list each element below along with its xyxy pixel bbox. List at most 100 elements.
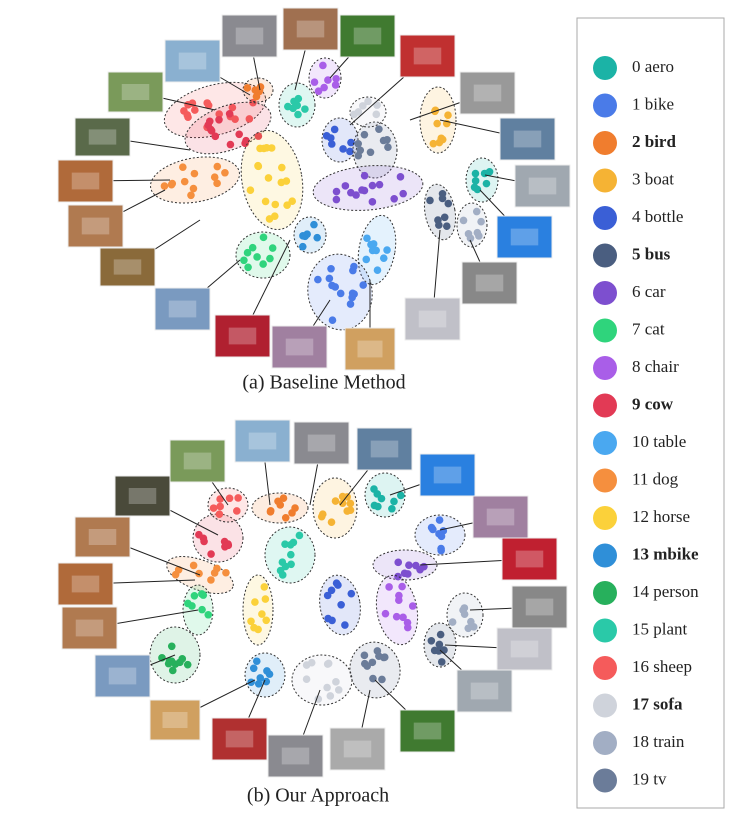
- thumbnail: [356, 427, 413, 471]
- point: [438, 189, 447, 198]
- point: [325, 274, 334, 283]
- point: [364, 97, 372, 106]
- thumbnail-detail: [296, 20, 325, 38]
- point: [327, 586, 336, 595]
- legend-label: 16 sheep: [632, 657, 692, 676]
- point: [167, 657, 176, 665]
- point: [347, 138, 355, 147]
- thumbnail-detail: [528, 177, 557, 195]
- point: [437, 658, 446, 666]
- point: [295, 531, 304, 540]
- point: [168, 179, 177, 188]
- point: [326, 134, 335, 142]
- legend-label: 10 table: [632, 432, 686, 451]
- legend-swatch: [593, 731, 617, 755]
- point: [274, 497, 282, 506]
- thumbnail: [267, 734, 324, 778]
- point: [313, 233, 322, 242]
- cluster-region: [312, 477, 358, 539]
- point: [314, 87, 323, 95]
- point: [435, 640, 444, 649]
- point: [252, 657, 261, 666]
- caption: (a) Baseline Method: [242, 372, 405, 394]
- thumbnail-detail: [178, 52, 207, 70]
- point: [373, 490, 382, 498]
- legend-label: 13 mbike: [632, 544, 699, 563]
- point: [215, 110, 223, 118]
- legend-swatch: [593, 318, 617, 343]
- thumbnail: [456, 669, 513, 713]
- thumbnail: [154, 287, 211, 331]
- point: [259, 260, 267, 268]
- point: [336, 289, 345, 298]
- point: [434, 216, 442, 224]
- legend-label: 5 bus: [632, 244, 671, 263]
- point: [271, 200, 280, 209]
- point: [435, 516, 444, 524]
- thumbnail-detail: [113, 259, 142, 275]
- caption: (b) Our Approach: [247, 785, 389, 807]
- legend-label: 14 person: [632, 582, 699, 601]
- point: [249, 664, 258, 673]
- point: [284, 102, 292, 111]
- thumbnail-detail: [81, 217, 110, 235]
- thumbnail: [339, 14, 396, 58]
- legend-label: 9 cow: [632, 394, 674, 413]
- point: [200, 537, 208, 546]
- point: [363, 662, 371, 670]
- point: [398, 582, 406, 591]
- point: [366, 148, 375, 157]
- thumbnail-detail: [228, 327, 257, 345]
- point: [485, 168, 494, 176]
- thumbnail: [114, 475, 171, 517]
- point: [225, 110, 234, 118]
- point: [248, 243, 257, 252]
- thumbnail-detail: [128, 488, 157, 504]
- point: [331, 81, 340, 89]
- point: [168, 666, 177, 675]
- point: [420, 562, 428, 571]
- point: [397, 491, 405, 500]
- point: [195, 569, 203, 578]
- point: [459, 216, 468, 225]
- legend-swatch: [593, 206, 617, 230]
- thumbnail: [399, 709, 456, 753]
- point: [394, 558, 403, 567]
- point: [211, 132, 220, 141]
- thumbnail: [107, 71, 164, 113]
- point: [207, 550, 215, 558]
- point: [281, 513, 290, 522]
- point: [328, 316, 337, 325]
- point: [327, 518, 336, 526]
- point: [326, 692, 335, 700]
- thumbnail-detail: [370, 440, 399, 458]
- thumbnail-detail: [525, 598, 554, 616]
- point: [373, 266, 382, 275]
- point: [348, 293, 356, 302]
- thumbnail-detail: [473, 84, 502, 102]
- thumbnail: [74, 516, 131, 558]
- point: [204, 610, 213, 619]
- legend-label: 2 bird: [632, 132, 676, 151]
- point: [360, 651, 369, 660]
- point: [375, 125, 383, 133]
- point: [332, 195, 341, 204]
- legend-swatch: [593, 93, 617, 118]
- point: [178, 655, 187, 663]
- point: [307, 658, 316, 667]
- thumbnail: [419, 453, 476, 497]
- point: [261, 197, 270, 206]
- point: [263, 667, 271, 675]
- point: [359, 102, 367, 110]
- point: [323, 683, 331, 692]
- legend-swatch: [593, 56, 617, 80]
- point: [242, 136, 250, 145]
- point: [203, 99, 212, 107]
- legend-swatch: [593, 393, 617, 418]
- legend-swatch: [593, 618, 617, 643]
- point: [240, 256, 248, 265]
- thumbnail-detail: [108, 667, 137, 685]
- legend-swatch: [593, 131, 617, 155]
- legend-swatch: [593, 356, 617, 380]
- point: [368, 198, 377, 206]
